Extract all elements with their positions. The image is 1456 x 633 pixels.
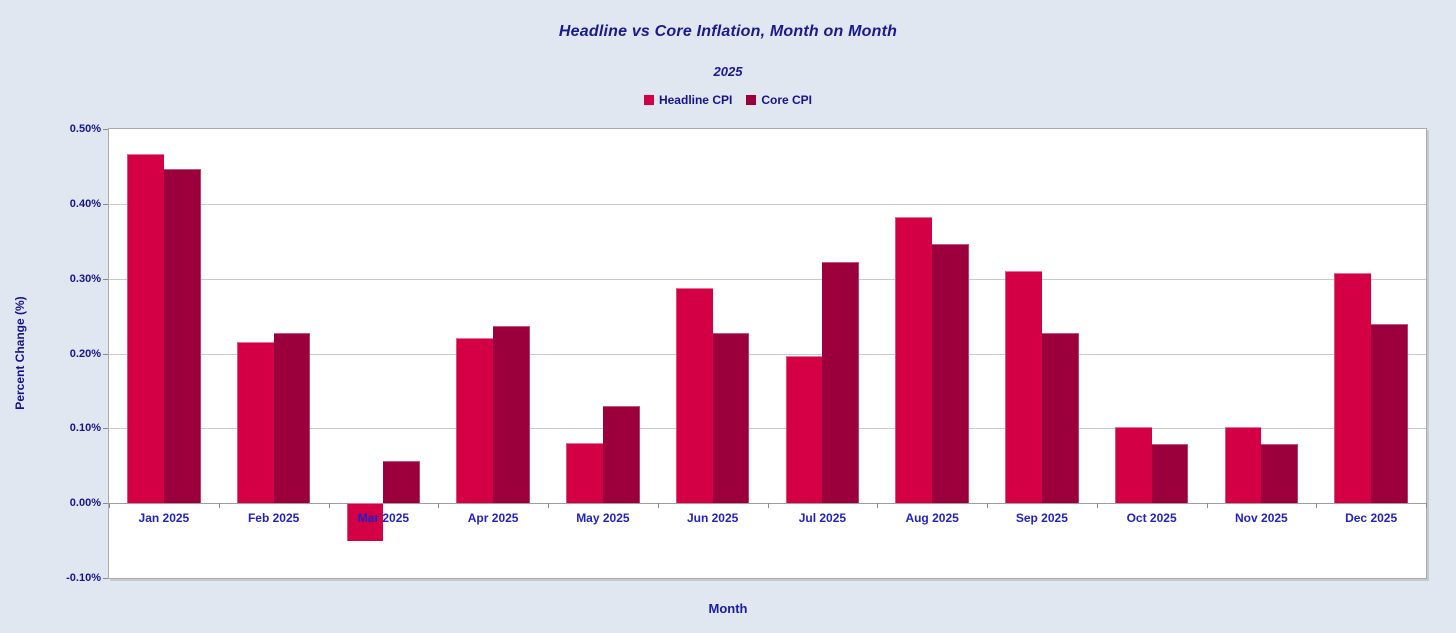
x-tick-mark: [438, 503, 440, 509]
bar-headline-cpi: [1334, 273, 1372, 504]
y-tick-mark: [103, 503, 108, 505]
y-tick-mark: [103, 129, 108, 130]
bar-headline-cpi: [456, 337, 494, 504]
chart-title: Headline vs Core Inflation, Month on Mon…: [558, 23, 898, 40]
x-tick-label: Aug 2025: [905, 511, 959, 526]
x-tick-mark: [877, 503, 879, 509]
x-tick-label: Mar 2025: [357, 511, 410, 526]
bar-core-cpi: [602, 405, 640, 504]
bar-core-cpi: [163, 169, 201, 504]
chart-subtitle: 2025: [713, 64, 743, 79]
x-tick-mark: [548, 503, 549, 509]
bar-core-cpi: [493, 325, 530, 504]
bar-headline-cpi: [236, 341, 274, 504]
bar-core-cpi: [273, 333, 311, 504]
x-tick-mark: [1316, 503, 1318, 509]
gridline: [109, 278, 1426, 280]
x-tick-mark: [1426, 503, 1427, 509]
y-tick-mark: [103, 428, 108, 430]
bar-headline-cpi: [785, 355, 823, 504]
x-tick-mark: [328, 503, 330, 509]
x-axis-title: Month: [708, 601, 748, 616]
bar-headline-cpi: [1005, 271, 1042, 504]
legend-item-headline-cpi: Headline CPI: [643, 93, 733, 107]
x-tick-mark: [987, 503, 988, 509]
bar-headline-cpi: [346, 503, 384, 541]
bar-core-cpi: [822, 262, 860, 504]
x-tick-mark: [1206, 503, 1208, 509]
y-tick-label: 0.20%: [69, 347, 101, 360]
legend-item-core-cpi: Core CPI: [746, 93, 812, 107]
bar-core-cpi: [1041, 333, 1079, 504]
x-tick-label: Jan 2025: [138, 511, 190, 526]
gridline: [109, 428, 1426, 430]
y-tick-mark: [103, 578, 108, 579]
y-tick-label: 0.00%: [69, 497, 101, 510]
gridline: [109, 353, 1426, 355]
x-tick-mark: [1096, 503, 1098, 509]
x-tick-label: Jun 2025: [686, 511, 739, 526]
bar-core-cpi: [1151, 444, 1189, 504]
x-tick-label: Dec 2025: [1345, 511, 1398, 526]
x-tick-mark: [109, 503, 110, 509]
x-tick-mark: [218, 503, 220, 509]
x-tick-mark: [767, 503, 769, 509]
legend-label-core-cpi: Core CPI: [761, 93, 813, 107]
core-cpi-swatch-icon: [746, 95, 757, 105]
x-tick-label: Feb 2025: [247, 511, 300, 526]
bar-headline-cpi: [1114, 426, 1152, 504]
bar-headline-cpi: [895, 216, 933, 504]
plot-area: 0.50% 0.40% 0.30% 0.20% 0.10% 0.00% -0.10% Jan …: [66, 123, 1427, 584]
bar-core-cpi: [383, 460, 421, 504]
bar-core-cpi: [1371, 324, 1408, 504]
y-tick-mark: [103, 203, 108, 205]
y-tick-label: 0.10%: [69, 422, 101, 435]
bar-headline-cpi: [675, 288, 713, 504]
x-tick-label: Jul 2025: [798, 511, 847, 526]
gridline: [109, 203, 1426, 205]
y-tick-label: 0.30%: [69, 272, 101, 285]
legend: Headline CPI Core CPI: [0, 93, 1456, 107]
y-tick-label: 0.40%: [69, 197, 101, 210]
x-tick-label: May 2025: [576, 511, 630, 526]
y-tick-label: -0.10%: [66, 572, 101, 584]
bar-headline-cpi: [127, 153, 164, 504]
bar-core-cpi: [1261, 444, 1299, 504]
headline-cpi-swatch-icon: [643, 95, 654, 105]
x-tick-label: Oct 2025: [1126, 511, 1177, 526]
x-tick-label: Apr 2025: [467, 511, 519, 526]
bar-headline-cpi: [1224, 426, 1262, 504]
bar-core-cpi: [932, 244, 969, 504]
bar-headline-cpi: [566, 442, 603, 504]
bar-core-cpi: [712, 332, 750, 504]
y-tick-mark: [103, 278, 108, 280]
x-tick-mark: [657, 503, 659, 509]
y-tick-mark: [103, 353, 108, 355]
y-tick-label: 0.50%: [69, 123, 101, 135]
legend-label-headline-cpi: Headline CPI: [658, 93, 733, 107]
x-tick-label: Sep 2025: [1015, 511, 1068, 526]
x-tick-label: Nov 2025: [1235, 511, 1288, 526]
